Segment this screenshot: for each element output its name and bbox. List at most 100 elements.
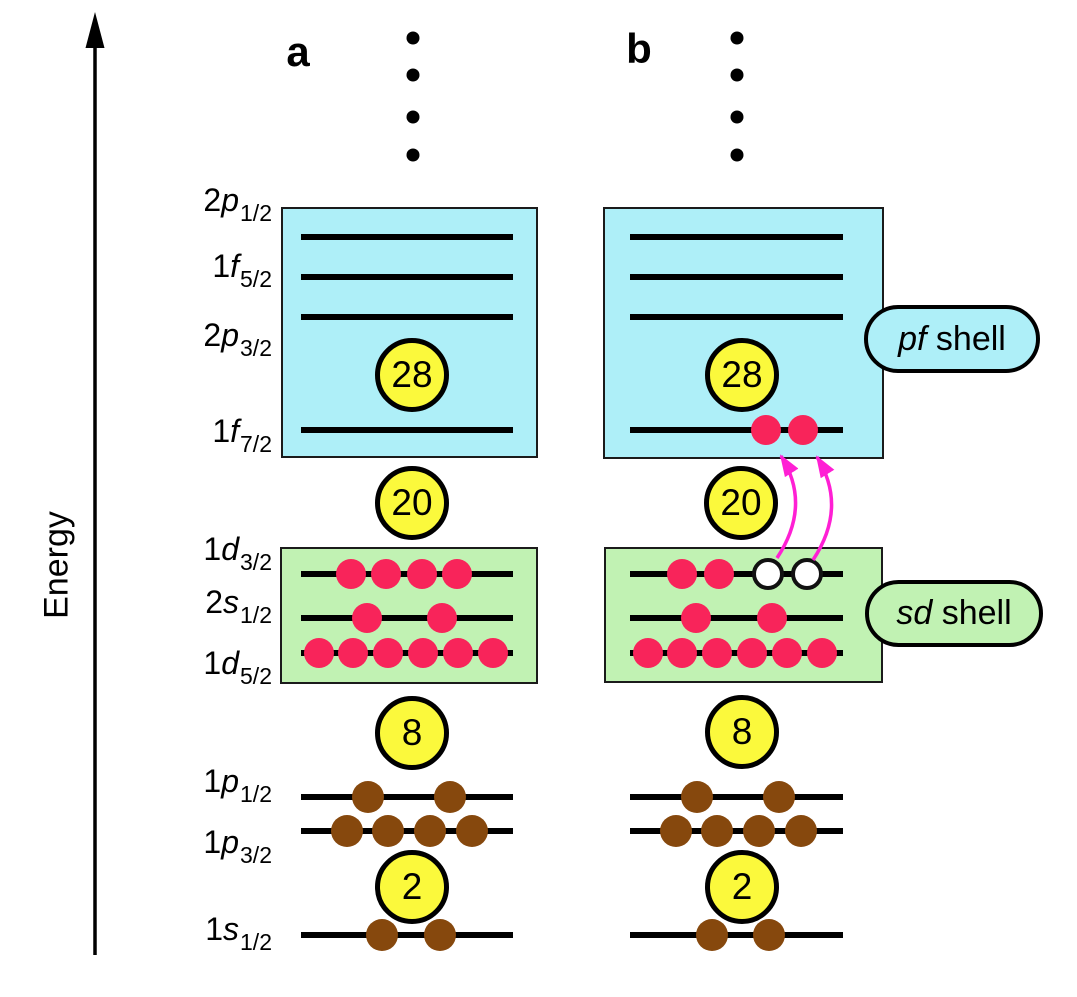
level-label-n: 1 bbox=[203, 645, 222, 681]
level-label-1p32: 1p3/2 bbox=[203, 824, 272, 867]
energy-axis-arrowhead-icon bbox=[85, 12, 105, 48]
nucleon-dot-2s12-a bbox=[427, 603, 457, 633]
hole-circle-1d32-b bbox=[752, 558, 784, 590]
level-line-2p12-a bbox=[301, 234, 513, 240]
level-label-letter: p bbox=[221, 182, 240, 218]
nucleon-dot-1d32-b bbox=[704, 559, 734, 589]
level-line-1f72-b bbox=[630, 427, 843, 433]
level-label-1d52: 1d5/2 bbox=[203, 645, 272, 688]
nucleon-dot-1p32-a bbox=[456, 815, 488, 847]
magic-number-20-a: 20 bbox=[375, 466, 449, 540]
level-label-letter: f bbox=[230, 248, 240, 284]
level-line-1d32-b bbox=[630, 571, 843, 577]
nucleon-dot-1d52-a bbox=[408, 638, 438, 668]
nucleon-dot-2s12-b bbox=[757, 603, 787, 633]
level-label-n: 2 bbox=[203, 182, 222, 218]
level-label-letter: p bbox=[221, 763, 240, 799]
magic-number-8-b: 8 bbox=[705, 695, 779, 769]
nucleon-dot-1d52-b bbox=[702, 638, 732, 668]
level-label-letter: p bbox=[221, 824, 240, 860]
level-label-letter: f bbox=[230, 413, 240, 449]
level-label-letter: d bbox=[221, 645, 240, 681]
level-line-2p12-b bbox=[630, 234, 843, 240]
nucleon-dot-1p12-a bbox=[434, 781, 466, 813]
nucleon-dot-1f72-b bbox=[751, 415, 781, 445]
nucleon-dot-1d32-a bbox=[407, 559, 437, 589]
magic-number-8-a: 8 bbox=[375, 696, 449, 770]
nucleon-dot-1d52-a bbox=[478, 638, 508, 668]
level-line-1f52-b bbox=[630, 274, 843, 280]
level-label-n: 2 bbox=[205, 584, 224, 620]
ellipsis-dot-b bbox=[730, 68, 744, 82]
nucleon-dot-1p12-b bbox=[681, 781, 713, 813]
nucleon-dot-1p32-b bbox=[660, 815, 692, 847]
level-label-2p12: 2p1/2 bbox=[203, 182, 272, 225]
panel-title-b: b bbox=[626, 25, 652, 72]
magic-number-2-b: 2 bbox=[705, 850, 779, 924]
level-label-j: 3/2 bbox=[240, 335, 272, 361]
ellipsis-dot-b bbox=[730, 148, 744, 162]
nucleon-dot-1p12-a bbox=[352, 781, 384, 813]
level-label-n: 1 bbox=[205, 911, 224, 947]
nucleon-dot-1d32-a bbox=[371, 559, 401, 589]
level-label-letter: p bbox=[221, 317, 240, 353]
nucleon-dot-1p32-a bbox=[414, 815, 446, 847]
hole-circle-1d32-b bbox=[791, 558, 823, 590]
level-label-n: 2 bbox=[203, 317, 222, 353]
label-sd-shell: sd shell bbox=[865, 580, 1043, 647]
nucleon-dot-1p32-a bbox=[372, 815, 404, 847]
ellipsis-dot-b bbox=[730, 110, 744, 124]
nucleon-dot-1s12-a bbox=[424, 919, 456, 951]
level-line-1d52-a bbox=[301, 650, 513, 656]
nucleon-dot-1d32-b bbox=[667, 559, 697, 589]
level-line-2s12-a bbox=[301, 615, 513, 621]
magic-number-28-a: 28 bbox=[375, 338, 449, 412]
nucleon-dot-1s12-b bbox=[696, 919, 728, 951]
nucleon-dot-2s12-b bbox=[681, 603, 711, 633]
ellipsis-dot-a bbox=[406, 31, 420, 45]
nucleon-dot-1d52-a bbox=[338, 638, 368, 668]
pf-shell-box-a bbox=[281, 207, 538, 458]
nucleon-dot-1p32-b bbox=[785, 815, 817, 847]
magic-number-20-b: 20 bbox=[704, 466, 778, 540]
level-label-1d32: 1d3/2 bbox=[203, 531, 272, 574]
nucleon-dot-1d52-b bbox=[807, 638, 837, 668]
nucleon-dot-1d32-a bbox=[336, 559, 366, 589]
level-line-1s12-a bbox=[301, 932, 513, 938]
sd-shell-label-rest: shell bbox=[932, 594, 1012, 632]
level-label-j: 5/2 bbox=[240, 266, 272, 292]
excitation-arrow-1 bbox=[775, 454, 799, 559]
level-line-1p12-b bbox=[630, 794, 843, 800]
level-label-n: 1 bbox=[203, 763, 222, 799]
level-label-letter: d bbox=[221, 531, 240, 567]
nucleon-dot-1d52-a bbox=[443, 638, 473, 668]
level-line-2p32-b bbox=[630, 314, 843, 320]
sd-shell-label-italic: sd bbox=[896, 594, 933, 632]
ellipsis-dot-a bbox=[406, 110, 420, 124]
ellipsis-dot-b bbox=[730, 31, 744, 45]
ellipsis-dot-a bbox=[406, 68, 420, 82]
level-label-1f72: 1f7/2 bbox=[212, 413, 272, 456]
level-label-n: 1 bbox=[212, 413, 231, 449]
nucleon-dot-1d52-b bbox=[633, 638, 663, 668]
level-label-j: 5/2 bbox=[240, 663, 272, 689]
level-label-j: 1/2 bbox=[240, 929, 272, 955]
level-label-j: 7/2 bbox=[240, 431, 272, 457]
level-label-j: 3/2 bbox=[240, 842, 272, 868]
nucleon-dot-1s12-b bbox=[753, 919, 785, 951]
nucleon-dot-1p32-b bbox=[743, 815, 775, 847]
level-label-1f52: 1f5/2 bbox=[212, 248, 272, 291]
ellipsis-dot-a bbox=[406, 148, 420, 162]
nucleon-dot-1d52-b bbox=[667, 638, 697, 668]
level-line-1s12-b bbox=[630, 932, 843, 938]
nucleon-dot-1f72-b bbox=[788, 415, 818, 445]
level-label-n: 1 bbox=[203, 824, 222, 860]
level-line-1p32-a bbox=[301, 828, 513, 834]
level-label-2p32: 2p3/2 bbox=[203, 317, 272, 360]
magic-number-2-a: 2 bbox=[375, 850, 449, 924]
nucleon-dot-1s12-a bbox=[366, 919, 398, 951]
pf-shell-label-italic: pf bbox=[898, 319, 927, 358]
level-label-2s12: 2s1/2 bbox=[205, 584, 272, 627]
nucleon-dot-1p32-a bbox=[331, 815, 363, 847]
